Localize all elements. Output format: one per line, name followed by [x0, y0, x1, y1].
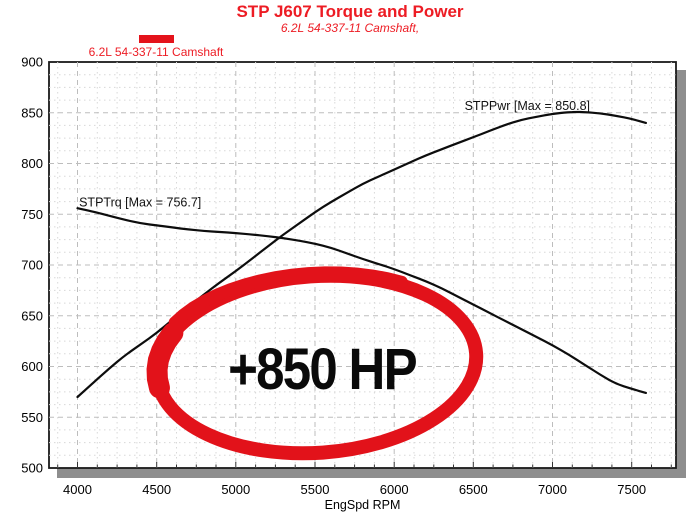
- y-tick-label: 650: [21, 308, 43, 323]
- legend-swatch: [138, 35, 174, 43]
- x-tick-label: 7000: [538, 482, 567, 497]
- x-tick-label: 4000: [63, 482, 92, 497]
- x-tick-label: 4500: [142, 482, 171, 497]
- chart-subtitle: 6.2L 54-337-11 Camshaft,: [280, 21, 420, 35]
- legend: 6.2L 54-337-11 Camshaft: [86, 35, 226, 59]
- hp-annotation: +850 HP: [228, 337, 417, 402]
- red-circle-blob: [146, 322, 184, 399]
- chart-title: STP J607 Torque and Power: [236, 2, 464, 21]
- y-tick-label: 750: [21, 207, 43, 222]
- x-tick-label: 6500: [459, 482, 488, 497]
- red-circle-annotation: [146, 266, 484, 461]
- x-tick-label: 6000: [380, 482, 409, 497]
- x-tick-label: 7500: [617, 482, 646, 497]
- red-circle-tail: [168, 266, 408, 329]
- y-tick-label: 800: [21, 156, 43, 171]
- legend-label: 6.2L 54-337-11 Camshaft: [88, 45, 224, 59]
- y-tick-label: 600: [21, 359, 43, 374]
- x-tick-label: 5500: [301, 482, 330, 497]
- curve-label-stppwr: STPPwr [Max = 850.8]: [465, 99, 590, 113]
- curve-stptrq: [76, 207, 647, 394]
- x-tick-label: 5000: [221, 482, 250, 497]
- y-tick-label: 550: [21, 410, 43, 425]
- y-tick-label: 900: [21, 55, 43, 70]
- y-tick-label: 700: [21, 258, 43, 273]
- y-tick-label: 850: [21, 105, 43, 120]
- y-tick-label: 500: [21, 461, 43, 476]
- x-axis-title: EngSpd RPM: [325, 498, 401, 512]
- curve-label-stptrq: STPTrq [Max = 756.7]: [79, 196, 201, 210]
